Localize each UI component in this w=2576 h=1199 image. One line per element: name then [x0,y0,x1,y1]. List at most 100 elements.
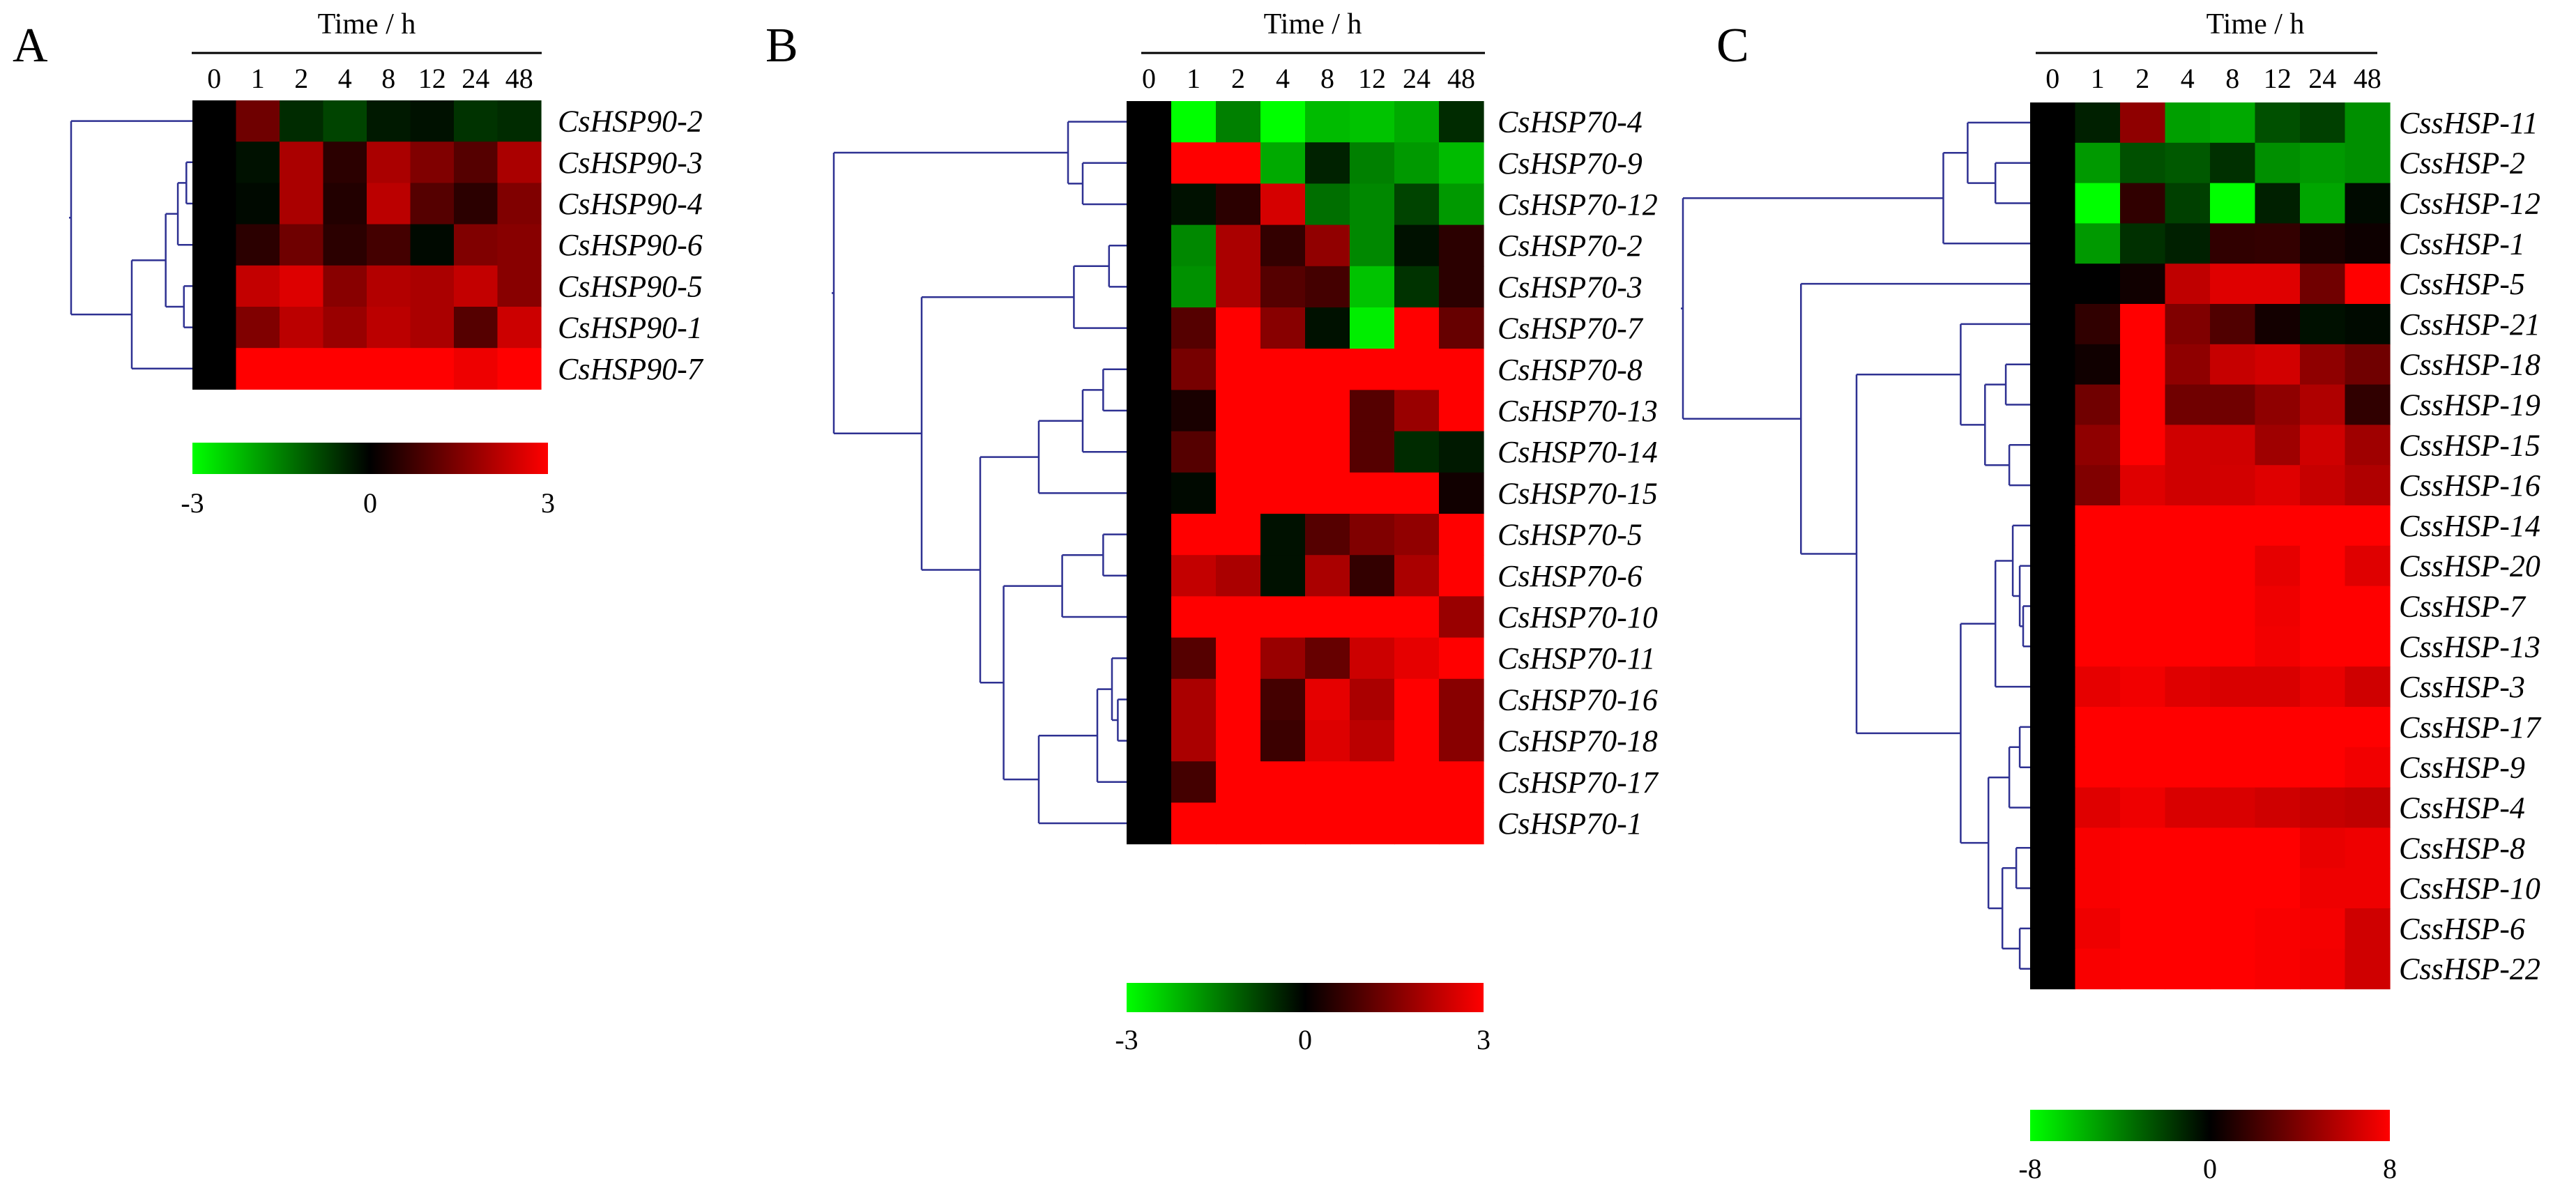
heatmap-cell [2300,264,2346,305]
heatmap-cell [236,224,280,266]
heatmap-cell [454,100,498,142]
panel-a-scale-label: 0 [363,487,377,519]
heatmap-cell [2120,545,2166,587]
heatmap-cell [2075,827,2121,869]
heatmap-cell [2300,545,2346,587]
heatmap-cell [454,142,498,183]
heatmap-cell [1216,224,1261,267]
heatmap-cell [2075,586,2121,627]
panel-c-row-label: CssHSP-13 [2399,629,2540,664]
heatmap-cell [1305,307,1350,349]
panel-a-color-scale-bar [192,443,548,474]
panel-b-color-scale-labels: -3 0 3 [1115,1024,1491,1055]
panel-a-scale-label: 3 [541,487,555,519]
heatmap-cell [2075,707,2121,748]
heatmap-cell [2120,868,2166,909]
heatmap-cell [1394,224,1440,267]
heatmap-cell [2120,707,2166,748]
heatmap-cell [323,183,367,225]
heatmap-cell [2345,908,2391,949]
panel-a-heatmap-cells [192,100,542,390]
heatmap-cell [1127,224,1172,267]
panel-b-row-label: CsHSP70-6 [1497,559,1643,593]
heatmap-cell [1171,224,1217,267]
dendrogram-branch [832,151,1068,435]
heatmap-cell [2300,384,2346,425]
heatmap-cell [1127,390,1172,432]
heatmap-cell [2210,425,2256,466]
heatmap-cell [1350,514,1395,556]
panel-a-col-label: 48 [505,63,533,94]
dendrogram-branch [176,182,192,246]
heatmap-cell [1439,472,1484,514]
panel-b-letter: B [765,19,798,72]
heatmap-cell [2120,505,2166,547]
panel-a-col-label: 24 [462,63,489,94]
panel-c-col-label: 8 [2225,63,2239,94]
heatmap-cell [1216,431,1261,473]
dendrogram-branch [1061,553,1127,618]
heatmap-cell [280,100,324,142]
heatmap-cell [2300,707,2346,748]
heatmap-cell [2210,384,2256,425]
heatmap-cell [1216,349,1261,390]
heatmap-cell [1394,142,1440,184]
dendrogram-branch [165,213,184,308]
heatmap-cell [2030,183,2076,224]
panel-a-row-label: CsHSP90-2 [558,105,703,139]
heatmap-cell [2120,908,2166,949]
heatmap-cell [1171,802,1217,845]
heatmap-cell [1216,555,1261,597]
dendrogram-branch [1111,657,1127,721]
heatmap-cell [454,183,498,225]
heatmap-cell [1305,678,1350,721]
heatmap-cell [2030,545,2076,587]
heatmap-cell [2255,384,2301,425]
heatmap-cell [497,100,542,142]
heatmap-cell [497,142,542,183]
heatmap-cell [2345,827,2391,869]
dendrogram-branch [1108,244,1127,288]
heatmap-cell [2210,142,2256,184]
dendrogram-branch [1073,265,1127,329]
dendrogram-branch [1960,623,1996,844]
heatmap-cell [1171,431,1217,473]
panel-c-row-label: CssHSP-2 [2399,146,2525,181]
heatmap-cell [1439,514,1484,556]
panel-c-row-labels: CssHSP-11 CssHSP-2 CssHSP-12 CssHSP-1 CssHSP… [2399,106,2542,986]
heatmap-cell [1439,224,1484,267]
heatmap-cell [1260,183,1306,226]
panel-a: A Time / h 0 1 2 4 8 12 24 48 CsHSP90-2CsHSP90-… [13,8,704,519]
panel-c-row-label: CssHSP-6 [2399,912,2525,946]
dendrogram-branch [1117,698,1127,742]
heatmap-cell [2120,747,2166,788]
heatmap-cell [367,348,411,390]
heatmap-cell [2165,223,2211,264]
heatmap-cell [2255,142,2301,184]
panel-a-row-label: CsHSP90-5 [558,269,703,303]
heatmap-cell [1305,224,1350,267]
panel-c-col-label: 2 [2135,63,2149,94]
heatmap-cell [2255,545,2301,587]
heatmap-cell [1350,390,1395,432]
panel-c-row-label: CssHSP-4 [2399,791,2525,825]
heatmap-cell [410,142,455,183]
heatmap-cell [236,265,280,307]
heatmap-cell [2255,425,2301,466]
heatmap-cell [2120,465,2166,506]
heatmap-cell [2120,183,2166,224]
heatmap-cell [454,224,498,266]
heatmap-cell [1260,101,1306,143]
heatmap-cell [1439,720,1484,762]
heatmap-cell [280,307,324,349]
dendrogram-branch [2004,363,2030,406]
heatmap-cell [1350,183,1395,226]
heatmap-cell [1350,596,1395,639]
heatmap-cell [1305,596,1350,639]
heatmap-cell [1394,678,1440,721]
panel-c: C Time / h 0 1 2 4 8 12 24 48 CssHSP-11CssHSP-2… [1681,8,2542,1184]
heatmap-cell [192,224,237,266]
dendrogram-branch [183,285,192,328]
panel-b-row-label: CsHSP70-3 [1497,270,1643,304]
panel-c-col-label: 48 [2354,63,2381,94]
